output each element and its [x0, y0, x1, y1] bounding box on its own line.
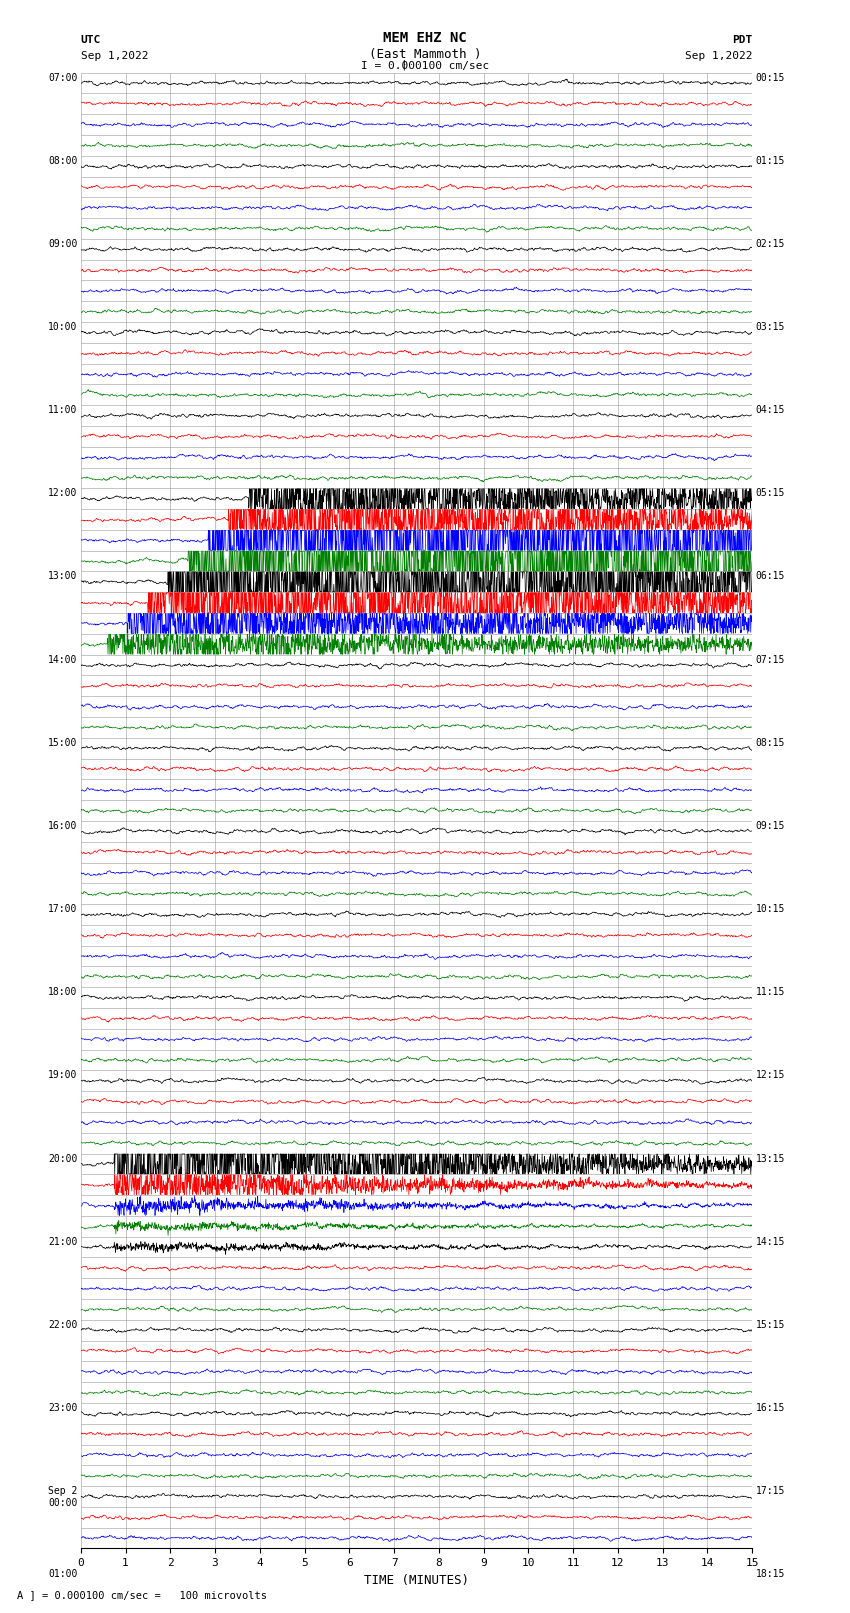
Text: 22:00: 22:00	[48, 1319, 77, 1329]
Text: 18:15: 18:15	[756, 1569, 785, 1579]
Text: 18:00: 18:00	[48, 987, 77, 997]
Text: 14:00: 14:00	[48, 655, 77, 665]
Text: 17:15: 17:15	[756, 1486, 785, 1497]
Text: 05:15: 05:15	[756, 489, 785, 498]
Text: A ] = 0.000100 cm/sec =   100 microvolts: A ] = 0.000100 cm/sec = 100 microvolts	[17, 1590, 267, 1600]
Text: 12:00: 12:00	[48, 489, 77, 498]
Text: 20:00: 20:00	[48, 1153, 77, 1163]
Text: (East Mammoth ): (East Mammoth )	[369, 48, 481, 61]
Text: Sep 1,2022: Sep 1,2022	[685, 52, 752, 61]
Text: 00:15: 00:15	[756, 73, 785, 82]
Text: 15:15: 15:15	[756, 1319, 785, 1329]
Text: 13:15: 13:15	[756, 1153, 785, 1163]
Text: 16:00: 16:00	[48, 821, 77, 831]
Text: 11:15: 11:15	[756, 987, 785, 997]
Text: 08:15: 08:15	[756, 737, 785, 748]
Text: 19:00: 19:00	[48, 1071, 77, 1081]
Text: 06:15: 06:15	[756, 571, 785, 581]
Text: 21:00: 21:00	[48, 1237, 77, 1247]
Text: MEM EHZ NC: MEM EHZ NC	[383, 31, 467, 45]
Text: 10:15: 10:15	[756, 903, 785, 915]
Text: 13:00: 13:00	[48, 571, 77, 581]
Text: Sep 2
00:00: Sep 2 00:00	[48, 1486, 77, 1508]
Text: 01:15: 01:15	[756, 156, 785, 166]
Text: 11:00: 11:00	[48, 405, 77, 415]
Text: 16:15: 16:15	[756, 1403, 785, 1413]
Text: 07:15: 07:15	[756, 655, 785, 665]
Text: 07:00: 07:00	[48, 73, 77, 82]
Text: |: |	[400, 60, 407, 71]
Text: 09:15: 09:15	[756, 821, 785, 831]
Text: 08:00: 08:00	[48, 156, 77, 166]
Text: 12:15: 12:15	[756, 1071, 785, 1081]
Text: 04:15: 04:15	[756, 405, 785, 415]
Text: 14:15: 14:15	[756, 1237, 785, 1247]
Text: 23:00: 23:00	[48, 1403, 77, 1413]
Text: 09:00: 09:00	[48, 239, 77, 248]
Text: 03:15: 03:15	[756, 323, 785, 332]
Text: 10:00: 10:00	[48, 323, 77, 332]
Text: 17:00: 17:00	[48, 903, 77, 915]
Text: UTC: UTC	[81, 35, 101, 45]
Text: PDT: PDT	[732, 35, 752, 45]
Text: Sep 1,2022: Sep 1,2022	[81, 52, 148, 61]
Text: 01:00: 01:00	[48, 1569, 77, 1579]
Text: 02:15: 02:15	[756, 239, 785, 248]
Text: 15:00: 15:00	[48, 737, 77, 748]
Text: I = 0.000100 cm/sec: I = 0.000100 cm/sec	[361, 61, 489, 71]
X-axis label: TIME (MINUTES): TIME (MINUTES)	[364, 1574, 469, 1587]
